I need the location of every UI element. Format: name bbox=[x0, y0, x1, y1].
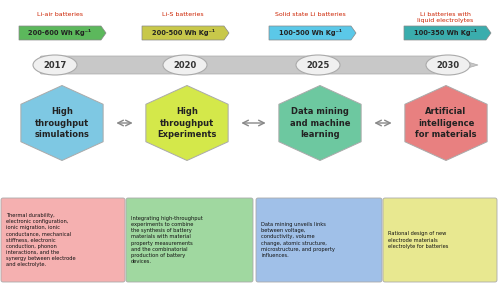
Text: Thermal durability,
electronic configuration,
ionic migration, ionic
conductance: Thermal durability, electronic configura… bbox=[6, 213, 75, 267]
Text: Solid state Li batteries: Solid state Li batteries bbox=[274, 12, 345, 17]
Ellipse shape bbox=[33, 55, 77, 75]
Text: 2030: 2030 bbox=[436, 60, 460, 70]
FancyBboxPatch shape bbox=[256, 198, 382, 282]
Text: Li-S batteries: Li-S batteries bbox=[162, 12, 204, 17]
FancyBboxPatch shape bbox=[1, 198, 125, 282]
Text: 2017: 2017 bbox=[44, 60, 66, 70]
Polygon shape bbox=[146, 86, 228, 160]
Text: High
throughput
Experiments: High throughput Experiments bbox=[158, 107, 216, 139]
Polygon shape bbox=[19, 26, 106, 40]
Text: 200-600 Wh Kg⁻¹: 200-600 Wh Kg⁻¹ bbox=[28, 30, 92, 36]
Text: 200-500 Wh Kg⁻¹: 200-500 Wh Kg⁻¹ bbox=[152, 30, 214, 36]
FancyBboxPatch shape bbox=[40, 56, 442, 74]
Text: 2025: 2025 bbox=[306, 60, 330, 70]
Ellipse shape bbox=[296, 55, 340, 75]
Polygon shape bbox=[404, 26, 491, 40]
Polygon shape bbox=[279, 86, 361, 160]
Ellipse shape bbox=[163, 55, 207, 75]
FancyBboxPatch shape bbox=[383, 198, 497, 282]
Polygon shape bbox=[21, 86, 103, 160]
Text: 2020: 2020 bbox=[174, 60, 197, 70]
Text: Li batteries with
liquid electrolytes: Li batteries with liquid electrolytes bbox=[417, 12, 473, 23]
Text: Artificial
intelligence
for materials: Artificial intelligence for materials bbox=[415, 107, 477, 139]
FancyBboxPatch shape bbox=[126, 198, 253, 282]
Polygon shape bbox=[269, 26, 356, 40]
Text: High
throughput
simulations: High throughput simulations bbox=[34, 107, 90, 139]
Text: Li-air batteries: Li-air batteries bbox=[37, 12, 83, 17]
Text: Rational design of new
electrode materials
electrolyte for batteries: Rational design of new electrode materia… bbox=[388, 231, 448, 249]
Text: 100-350 Wh Kg⁻¹: 100-350 Wh Kg⁻¹ bbox=[414, 30, 476, 36]
Ellipse shape bbox=[426, 55, 470, 75]
Text: 100-500 Wh Kg⁻¹: 100-500 Wh Kg⁻¹ bbox=[278, 30, 342, 36]
Polygon shape bbox=[454, 58, 478, 72]
Text: Integrating high-throughput
experiments to combine
the synthesis of battery
mate: Integrating high-throughput experiments … bbox=[131, 216, 203, 264]
Text: Data mining
and machine
learning: Data mining and machine learning bbox=[290, 107, 350, 139]
Polygon shape bbox=[405, 86, 487, 160]
Text: Data mining unveils links
between voltage,
conductivity, volume
change, atomic s: Data mining unveils links between voltag… bbox=[261, 222, 335, 258]
Polygon shape bbox=[142, 26, 229, 40]
